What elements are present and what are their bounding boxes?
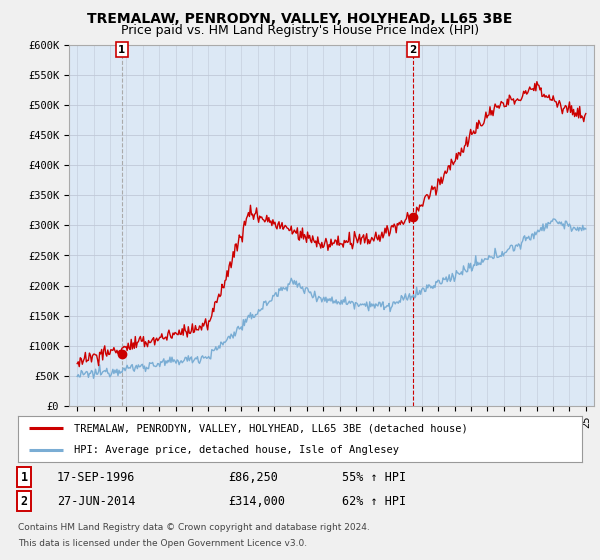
Text: Price paid vs. HM Land Registry's House Price Index (HPI): Price paid vs. HM Land Registry's House …: [121, 24, 479, 36]
Text: £314,000: £314,000: [228, 494, 285, 508]
Text: 2: 2: [20, 494, 28, 508]
Text: HPI: Average price, detached house, Isle of Anglesey: HPI: Average price, detached house, Isle…: [74, 445, 400, 455]
Text: £86,250: £86,250: [228, 470, 278, 484]
Text: 55% ↑ HPI: 55% ↑ HPI: [342, 470, 406, 484]
Text: This data is licensed under the Open Government Licence v3.0.: This data is licensed under the Open Gov…: [18, 539, 307, 548]
Text: Contains HM Land Registry data © Crown copyright and database right 2024.: Contains HM Land Registry data © Crown c…: [18, 523, 370, 532]
Text: 62% ↑ HPI: 62% ↑ HPI: [342, 494, 406, 508]
Text: 27-JUN-2014: 27-JUN-2014: [57, 494, 136, 508]
Text: 1: 1: [20, 470, 28, 484]
Text: TREMALAW, PENRODYN, VALLEY, HOLYHEAD, LL65 3BE: TREMALAW, PENRODYN, VALLEY, HOLYHEAD, LL…: [88, 12, 512, 26]
Text: 17-SEP-1996: 17-SEP-1996: [57, 470, 136, 484]
Text: TREMALAW, PENRODYN, VALLEY, HOLYHEAD, LL65 3BE (detached house): TREMALAW, PENRODYN, VALLEY, HOLYHEAD, LL…: [74, 423, 468, 433]
Text: 2: 2: [410, 45, 417, 55]
Text: 1: 1: [118, 45, 125, 55]
